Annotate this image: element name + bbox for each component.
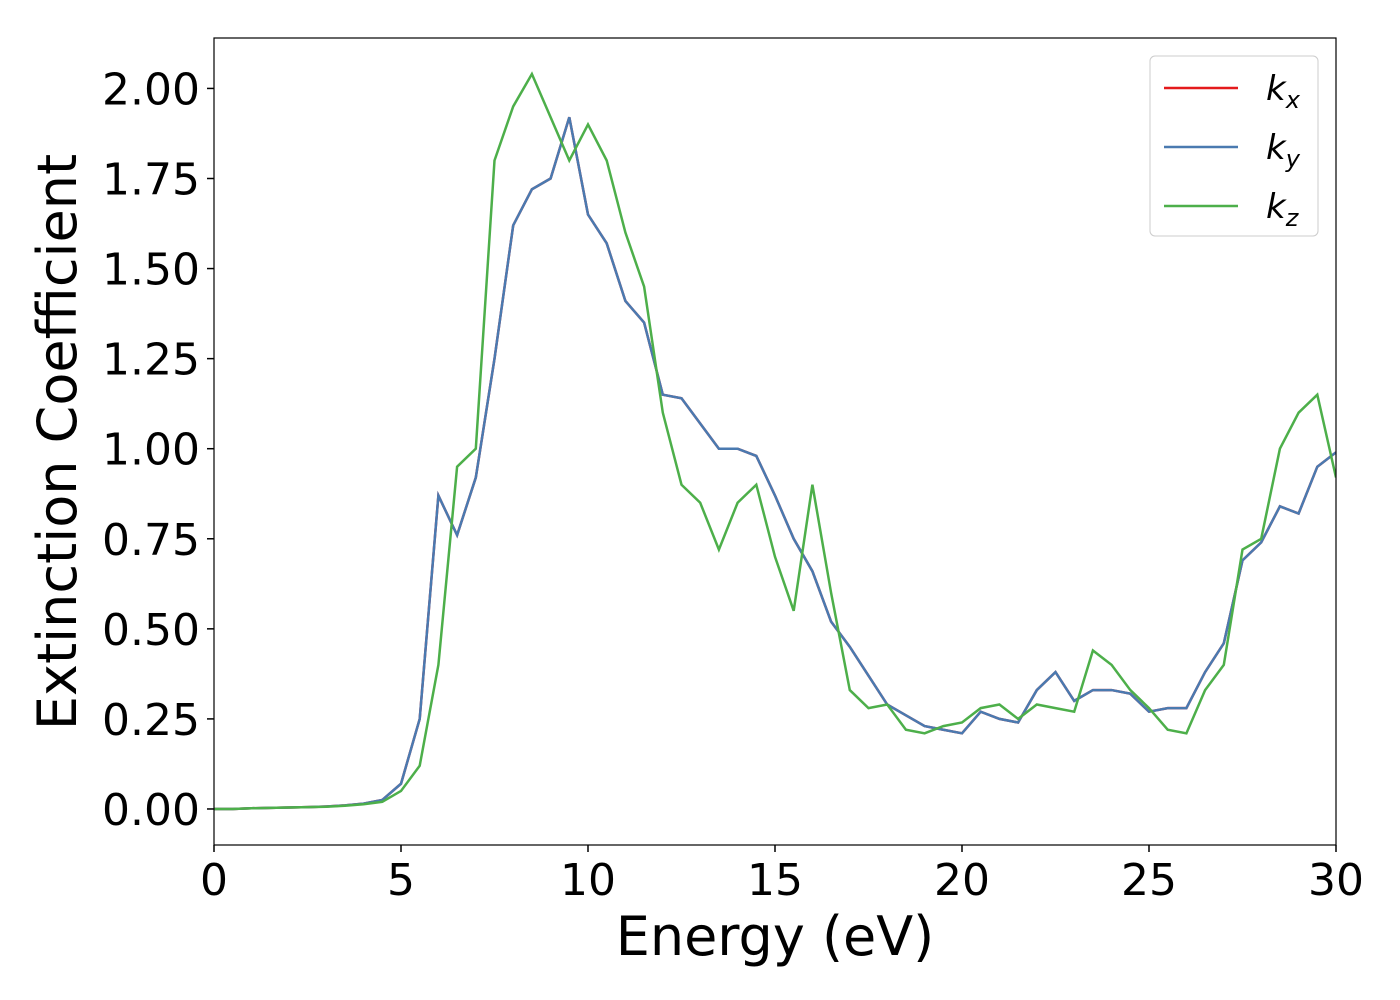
series-line [214, 71, 1336, 811]
legend-label: kx [1266, 69, 1301, 114]
x-tick-label: 5 [387, 855, 415, 906]
legend-label: ky [1266, 128, 1301, 173]
x-tick-label: 10 [560, 855, 616, 906]
y-tick-label: 2.00 [102, 64, 200, 115]
x-tick-label: 20 [934, 855, 990, 906]
y-tick-label: 0.25 [102, 695, 200, 746]
y-tick-label: 1.75 [102, 155, 200, 206]
y-tick-label: 0.75 [102, 515, 200, 566]
x-tick-label: 30 [1308, 855, 1364, 906]
series-line [214, 116, 1336, 811]
legend-label: kz [1266, 187, 1300, 232]
y-tick-label: 0.00 [102, 785, 200, 836]
y-tick-label: 0.50 [102, 605, 200, 656]
x-axis-label: Energy (eV) [616, 905, 935, 968]
x-tick-label: 15 [747, 855, 803, 906]
x-tick-label: 0 [200, 855, 228, 906]
y-tick-label: 1.25 [102, 335, 200, 386]
x-tick-label: 25 [1121, 855, 1177, 906]
y-tick-label: 1.50 [102, 245, 200, 296]
y-axis-label: Extinction Coefficient [26, 154, 89, 730]
plot-frame [213, 37, 1337, 846]
y-tick-label: 1.00 [102, 425, 200, 476]
